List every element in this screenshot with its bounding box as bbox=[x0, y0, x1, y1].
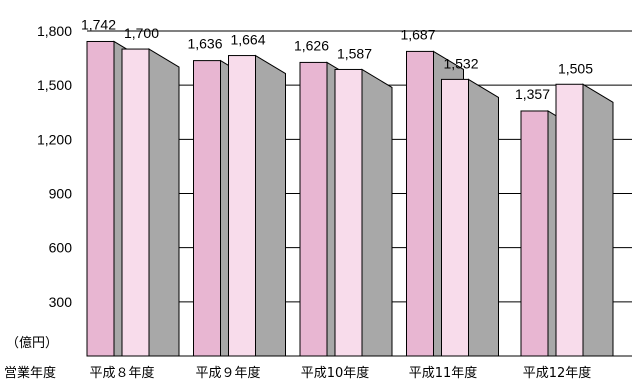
bar bbox=[406, 50, 434, 357]
value-label: 1,532 bbox=[443, 55, 478, 71]
bar-side bbox=[468, 78, 499, 357]
bar bbox=[121, 48, 150, 357]
value-label: 1,700 bbox=[124, 25, 159, 41]
unit-label: （億円） bbox=[6, 335, 58, 351]
y-tick-label: 600 bbox=[49, 240, 73, 256]
x-category-label: 平成８年度 bbox=[89, 365, 154, 381]
x-category-label: 平成10年度 bbox=[301, 365, 370, 381]
value-label: 1,626 bbox=[294, 37, 329, 53]
y-tick-label: 900 bbox=[49, 186, 73, 202]
y-tick-label: 1,800 bbox=[37, 23, 72, 39]
bar bbox=[334, 68, 363, 357]
x-category-label: 平成11年度 bbox=[409, 365, 478, 381]
value-label: 1,587 bbox=[337, 45, 372, 61]
y-axis-ticks: 300 600 900 1,200 1,500 1,800 bbox=[37, 23, 72, 310]
value-label: 1,664 bbox=[230, 32, 265, 48]
value-label: 1,742 bbox=[81, 16, 116, 32]
y-tick-label: 300 bbox=[49, 294, 73, 310]
bar bbox=[86, 40, 115, 357]
x-axis-categories: 平成８年度 平成９年度 平成10年度 平成11年度 平成12年度 bbox=[89, 365, 591, 381]
bar bbox=[299, 61, 328, 357]
bar-side bbox=[255, 54, 286, 357]
bar bbox=[228, 55, 256, 357]
y-tick-label: 1,200 bbox=[37, 131, 72, 147]
x-category-label: 平成９年度 bbox=[195, 365, 260, 381]
bar bbox=[193, 60, 221, 357]
value-label: 1,357 bbox=[515, 86, 550, 102]
value-label: 1,505 bbox=[558, 60, 593, 76]
bar bbox=[520, 110, 549, 357]
x-axis-label: 営業年度 bbox=[4, 365, 56, 381]
x-category-label: 平成12年度 bbox=[523, 365, 592, 381]
value-label: 1,687 bbox=[400, 26, 435, 42]
value-label: 1,636 bbox=[187, 36, 222, 52]
bar-side bbox=[582, 83, 614, 357]
bar-side bbox=[361, 68, 393, 357]
bar bbox=[441, 78, 469, 357]
bar-side bbox=[148, 48, 180, 357]
bar bbox=[555, 83, 584, 357]
value-labels: 1,742 1,700 1,636 1,664 1,626 1,587 1,687 1,532… bbox=[81, 16, 593, 102]
y-tick-label: 1,500 bbox=[37, 77, 72, 93]
bars bbox=[86, 40, 614, 357]
